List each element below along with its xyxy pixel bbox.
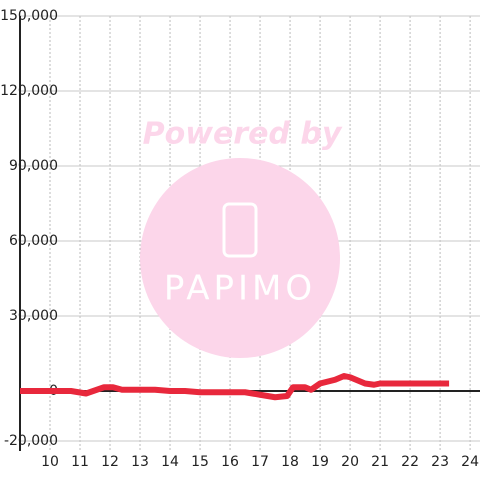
watermark-icon (222, 202, 258, 258)
x-tick-label: 14 (161, 454, 179, 470)
watermark-logo: PAPIMO (164, 269, 316, 309)
y-tick-label: -20,000 (4, 433, 58, 449)
x-tick-label: 17 (251, 454, 269, 470)
x-tick-label: 15 (191, 454, 209, 470)
y-tick-label: 90,000 (9, 158, 58, 174)
watermark-circle (140, 158, 340, 358)
data-line (20, 373, 450, 401)
x-tick-label: 19 (311, 454, 329, 470)
x-tick-label: 13 (131, 454, 149, 470)
x-tick-label: 12 (101, 454, 119, 470)
x-tick-label: 22 (401, 454, 419, 470)
y-tick-label: 30,000 (9, 308, 58, 324)
x-tick-label: 24 (461, 454, 479, 470)
y-tick-label: 60,000 (9, 233, 58, 249)
x-tick-label: 11 (71, 454, 89, 470)
x-tick-label: 18 (281, 454, 299, 470)
y-tick-label: 150,000 (0, 8, 58, 24)
x-tick-label: 20 (341, 454, 359, 470)
x-tick-label: 23 (431, 454, 449, 470)
x-tick-label: 10 (41, 454, 59, 470)
watermark-text: Powered by (143, 117, 343, 152)
y-tick-label: 120,000 (0, 83, 58, 99)
x-tick-label: 21 (371, 454, 389, 470)
x-tick-label: 16 (221, 454, 239, 470)
